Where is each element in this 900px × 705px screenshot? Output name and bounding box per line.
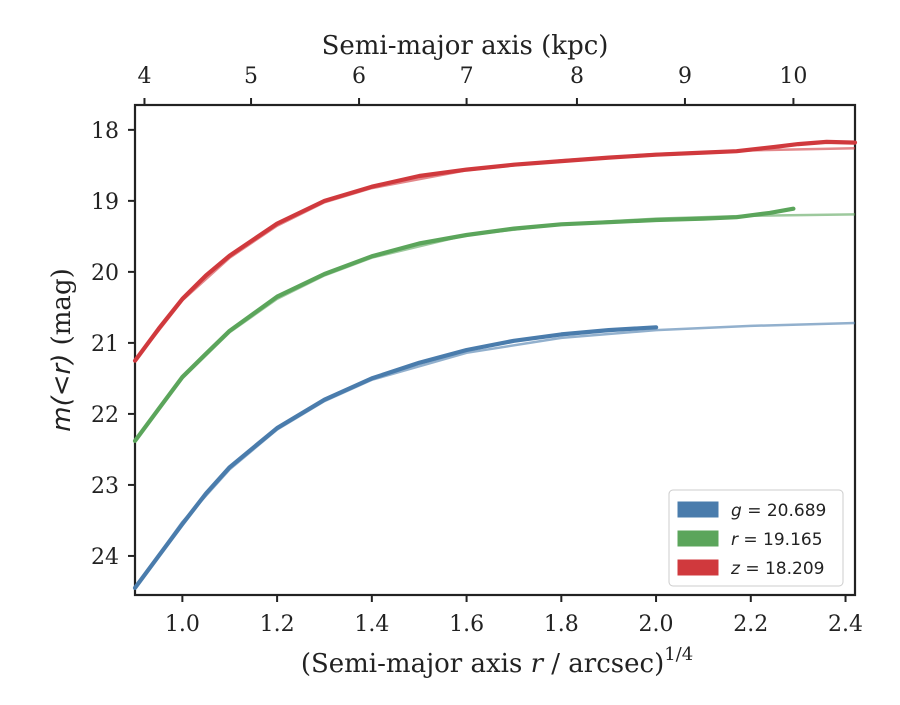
- series-model-z: [134, 147, 856, 362]
- plot-frame: [133, 103, 857, 597]
- top-axis-title: Semi-major axis (kpc): [322, 31, 609, 61]
- x-tick-label: 1.4: [354, 612, 389, 637]
- x-axis-title: (Semi-major axis r / arcsec)1/4: [301, 644, 693, 679]
- legend-swatch-r: [677, 530, 719, 547]
- x-tick-label: 1.2: [260, 612, 295, 637]
- y-tick-label: 18: [91, 119, 119, 144]
- x-tick-label: 1.0: [165, 612, 200, 637]
- x-tick-label: 1.8: [544, 612, 579, 637]
- legend-entry-g: g = 20.689: [731, 501, 826, 521]
- legend-entry-r: r = 19.165: [731, 530, 823, 550]
- top-tick-label: 9: [678, 64, 692, 89]
- y-axis-title: m(<r) (mag): [47, 268, 77, 431]
- legend-swatch-g: [677, 501, 719, 518]
- series-profile-r: [132, 206, 796, 443]
- y-tick-label: 22: [91, 403, 119, 428]
- y-tick-label: 21: [91, 332, 119, 357]
- bottom-x-axis: 1.0 1.2 1.4 1.6 1.8 2.0 2.2 2.4: [165, 595, 863, 637]
- plot-border: [133, 103, 857, 597]
- x-axis-title-exponent: 1/4: [664, 644, 693, 665]
- series-profile-z: [132, 139, 858, 363]
- top-tick-label: 6: [352, 64, 366, 89]
- left-y-axis: 18 19 20 21 22 23 24: [91, 119, 135, 570]
- legend-swatch-z: [677, 559, 719, 576]
- y-tick-label: 19: [91, 190, 119, 215]
- y-tick-label: 24: [91, 545, 119, 570]
- y-axis-title-function: m: [47, 406, 77, 431]
- y-tick-label: 23: [91, 474, 119, 499]
- legend-entry-z: z = 18.209: [730, 559, 824, 579]
- top-tick-label: 4: [137, 64, 151, 89]
- series-layer: [132, 139, 858, 590]
- top-tick-label: 10: [779, 64, 807, 89]
- top-x-axis: 4 5 6 7 8 9 10: [137, 64, 807, 105]
- top-tick-label: 7: [460, 64, 474, 89]
- top-tick-label: 8: [570, 64, 584, 89]
- y-tick-label: 20: [91, 261, 119, 286]
- x-tick-label: 2.0: [639, 612, 674, 637]
- x-axis-title-prefix: (Semi-major axis: [301, 649, 531, 679]
- series-profile-g: [132, 325, 659, 590]
- y-axis-title-unit: (mag): [47, 268, 77, 353]
- x-axis-title-variable: r: [531, 649, 545, 679]
- x-axis-title-suffix: / arcsec): [543, 649, 664, 679]
- x-tick-label: 2.4: [828, 612, 863, 637]
- y-axis-title-argument: (<r): [47, 354, 77, 407]
- legend: g = 20.689 r = 19.165 z = 18.209: [668, 489, 844, 587]
- x-tick-label: 1.6: [449, 612, 484, 637]
- top-tick-label: 5: [244, 64, 258, 89]
- x-tick-label: 2.2: [733, 612, 768, 637]
